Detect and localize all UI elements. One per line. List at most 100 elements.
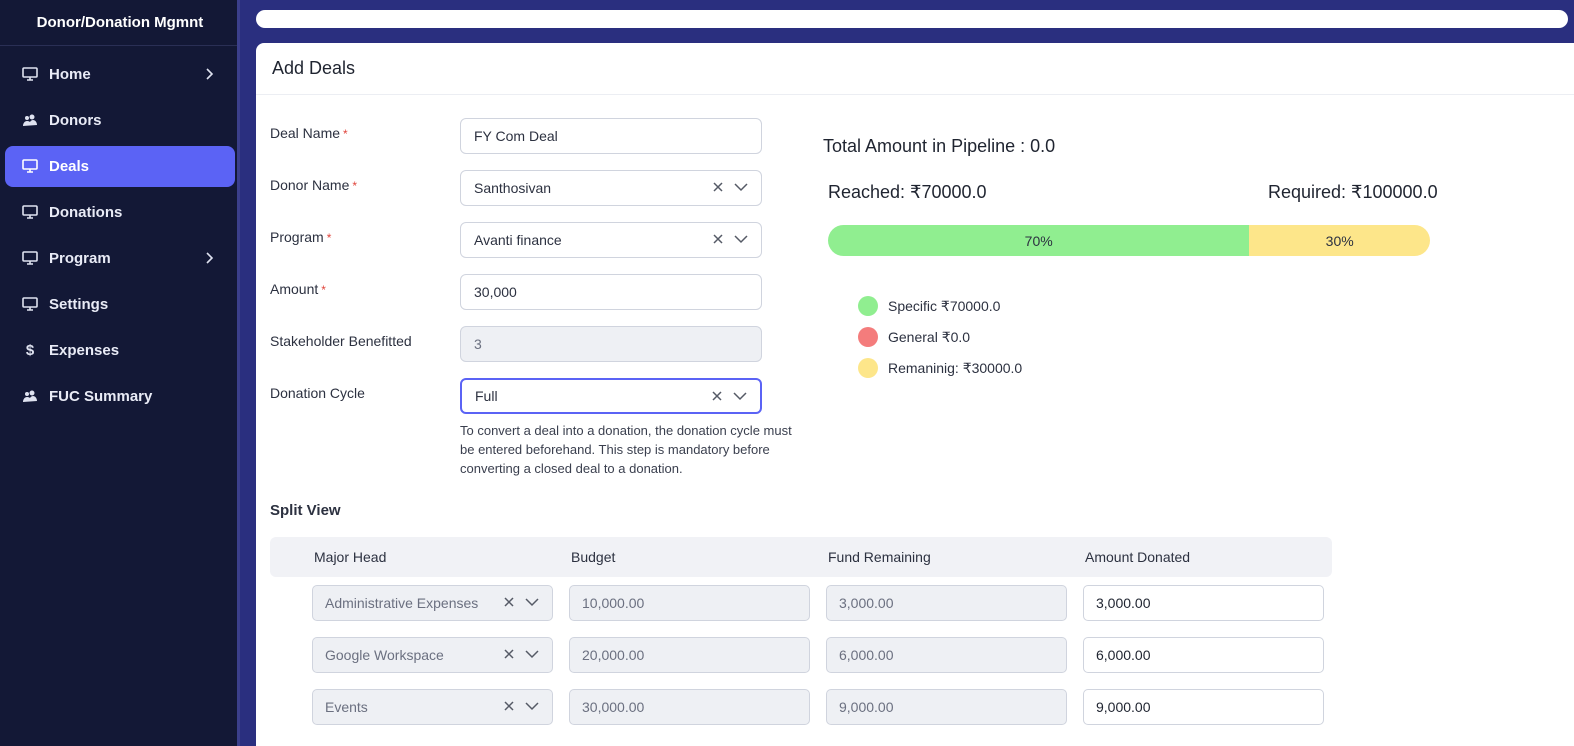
- amount-row: Amount * 30,000: [270, 274, 790, 317]
- sidebar-item-home[interactable]: Home: [5, 54, 235, 95]
- sidebar-item-fuc-summary[interactable]: FUC Summary: [5, 376, 235, 417]
- legend-label: Specific ₹70000.0: [888, 297, 1001, 314]
- stakeholder-label: Stakeholder Benefitted: [270, 333, 412, 349]
- amount-donated-input[interactable]: 6,000.00: [1083, 637, 1324, 673]
- monitor-icon: [21, 296, 39, 314]
- donation-cycle-row: Donation Cycle Full: [270, 378, 790, 421]
- fund-remaining-field: 9,000.00: [826, 689, 1067, 725]
- sidebar-item-label: Program: [49, 250, 111, 267]
- donation-cycle-select[interactable]: Full: [460, 378, 762, 414]
- major-head-value: Google Workspace: [325, 647, 444, 663]
- split-view-title: Split View: [270, 502, 341, 519]
- pipeline-total: Total Amount in Pipeline : 0.0: [823, 136, 1056, 156]
- legend-dot: [858, 327, 878, 347]
- program-select[interactable]: Avanti finance: [460, 222, 762, 258]
- required-amount: Required: ₹100000.0: [1268, 182, 1438, 202]
- sidebar-item-label: Donations: [49, 204, 123, 221]
- fund-remaining-field: 6,000.00: [826, 637, 1067, 673]
- pipeline-progress-bar: 70% 30%: [828, 225, 1430, 256]
- table-row: Google Workspace 20,000.00 6,000.00 6,00…: [312, 637, 1332, 673]
- donor-name-select[interactable]: Santhosivan: [460, 170, 762, 206]
- sidebar-item-settings[interactable]: Settings: [5, 284, 235, 325]
- monitor-icon: [21, 250, 39, 268]
- chevron-right-icon: [206, 68, 214, 80]
- stakeholder-input: 3: [460, 326, 762, 362]
- donors-icon: [21, 388, 39, 406]
- chevron-down-icon[interactable]: [733, 180, 749, 194]
- column-header: Major Head: [314, 549, 387, 565]
- amount-input[interactable]: 30,000: [460, 274, 762, 310]
- clear-icon[interactable]: [711, 180, 725, 194]
- major-head-value: Administrative Expenses: [325, 595, 479, 611]
- chevron-down-icon[interactable]: [732, 389, 748, 403]
- clear-icon[interactable]: [711, 232, 725, 246]
- legend-item: General ₹0.0: [858, 327, 1022, 347]
- reached-amount: Reached: ₹70000.0: [828, 182, 987, 202]
- sidebar-item-label: Settings: [49, 296, 109, 313]
- donation-cycle-value: Full: [475, 388, 498, 404]
- donors-icon: [21, 112, 39, 130]
- major-head-select[interactable]: Google Workspace: [312, 637, 553, 673]
- split-view-header: Major Head Budget Fund Remaining Amount …: [270, 537, 1332, 577]
- table-row: Events 30,000.00 9,000.00 9,000.00: [312, 689, 1332, 725]
- sidebar-item-deals[interactable]: Deals: [5, 146, 235, 187]
- sidebar-item-label: Expenses: [49, 342, 120, 359]
- sidebar-item-donors[interactable]: Donors: [5, 100, 235, 141]
- program-row: Program * Avanti finance: [270, 222, 790, 265]
- progress-reached-segment: 70%: [828, 225, 1250, 256]
- legend-dot: [858, 296, 878, 316]
- sidebar-divider: [237, 0, 240, 746]
- legend-label: General ₹0.0: [888, 328, 971, 345]
- deal-name-input[interactable]: FY Com Deal: [460, 118, 762, 154]
- program-value: Avanti finance: [474, 232, 562, 248]
- chevron-down-icon[interactable]: [524, 699, 540, 713]
- clear-icon[interactable]: [502, 647, 516, 661]
- sidebar-item-program[interactable]: Program: [5, 238, 235, 279]
- table-row: Administrative Expenses 10,000.00 3,000.…: [312, 585, 1332, 621]
- pipeline-legend: Specific ₹70000.0 General ₹0.0 Remaninig…: [858, 296, 1022, 389]
- legend-item: Specific ₹70000.0: [858, 296, 1022, 316]
- chevron-right-icon: [206, 252, 214, 264]
- major-head-select[interactable]: Administrative Expenses: [312, 585, 553, 621]
- column-header: Budget: [571, 549, 616, 565]
- monitor-icon: [21, 204, 39, 222]
- amount-donated-input[interactable]: 9,000.00: [1083, 689, 1324, 725]
- clear-icon[interactable]: [710, 389, 724, 403]
- page-title: Add Deals: [256, 43, 1574, 95]
- amount-label: Amount: [270, 281, 319, 297]
- legend-item: Remaninig: ₹30000.0: [858, 358, 1022, 378]
- chevron-down-icon[interactable]: [733, 232, 749, 246]
- sidebar-item-label: Home: [49, 66, 91, 83]
- chevron-down-icon[interactable]: [524, 595, 540, 609]
- chevron-down-icon[interactable]: [524, 647, 540, 661]
- donation-cycle-hint: To convert a deal into a donation, the d…: [460, 423, 792, 476]
- fund-remaining-field: 3,000.00: [826, 585, 1067, 621]
- program-label: Program: [270, 229, 324, 245]
- monitor-icon: [21, 66, 39, 84]
- legend-label: Remaninig: ₹30000.0: [888, 359, 1023, 376]
- sidebar-nav: Home Donors Deals Donations Program Sett…: [0, 46, 240, 417]
- clear-icon[interactable]: [502, 595, 516, 609]
- monitor-icon: [21, 158, 39, 176]
- dollar-icon: $: [25, 342, 35, 359]
- app-brand: Donor/Donation Mgmnt: [0, 0, 240, 46]
- major-head-select[interactable]: Events: [312, 689, 553, 725]
- amount-donated-input[interactable]: 3,000.00: [1083, 585, 1324, 621]
- budget-field: 10,000.00: [569, 585, 810, 621]
- clear-icon[interactable]: [502, 699, 516, 713]
- sidebar-item-expenses[interactable]: $ Expenses: [5, 330, 235, 371]
- required-marker: *: [326, 231, 332, 245]
- required-marker: *: [321, 283, 326, 297]
- budget-field: 30,000.00: [569, 689, 810, 725]
- add-deals-card: Add Deals Deal Name * FY Com Deal Donor N…: [256, 43, 1574, 746]
- donor-name-label: Donor Name: [270, 177, 350, 193]
- budget-field: 20,000.00: [569, 637, 810, 673]
- deal-name-label: Deal Name: [270, 125, 341, 141]
- sidebar: Donor/Donation Mgmnt Home Donors Deals D…: [0, 0, 240, 746]
- deal-name-row: Deal Name * FY Com Deal: [270, 118, 790, 161]
- column-header: Fund Remaining: [828, 549, 931, 565]
- sidebar-item-donations[interactable]: Donations: [5, 192, 235, 233]
- donor-name-value: Santhosivan: [474, 180, 552, 196]
- donor-name-row: Donor Name * Santhosivan: [270, 170, 790, 213]
- stakeholder-row: Stakeholder Benefitted 3: [270, 326, 790, 369]
